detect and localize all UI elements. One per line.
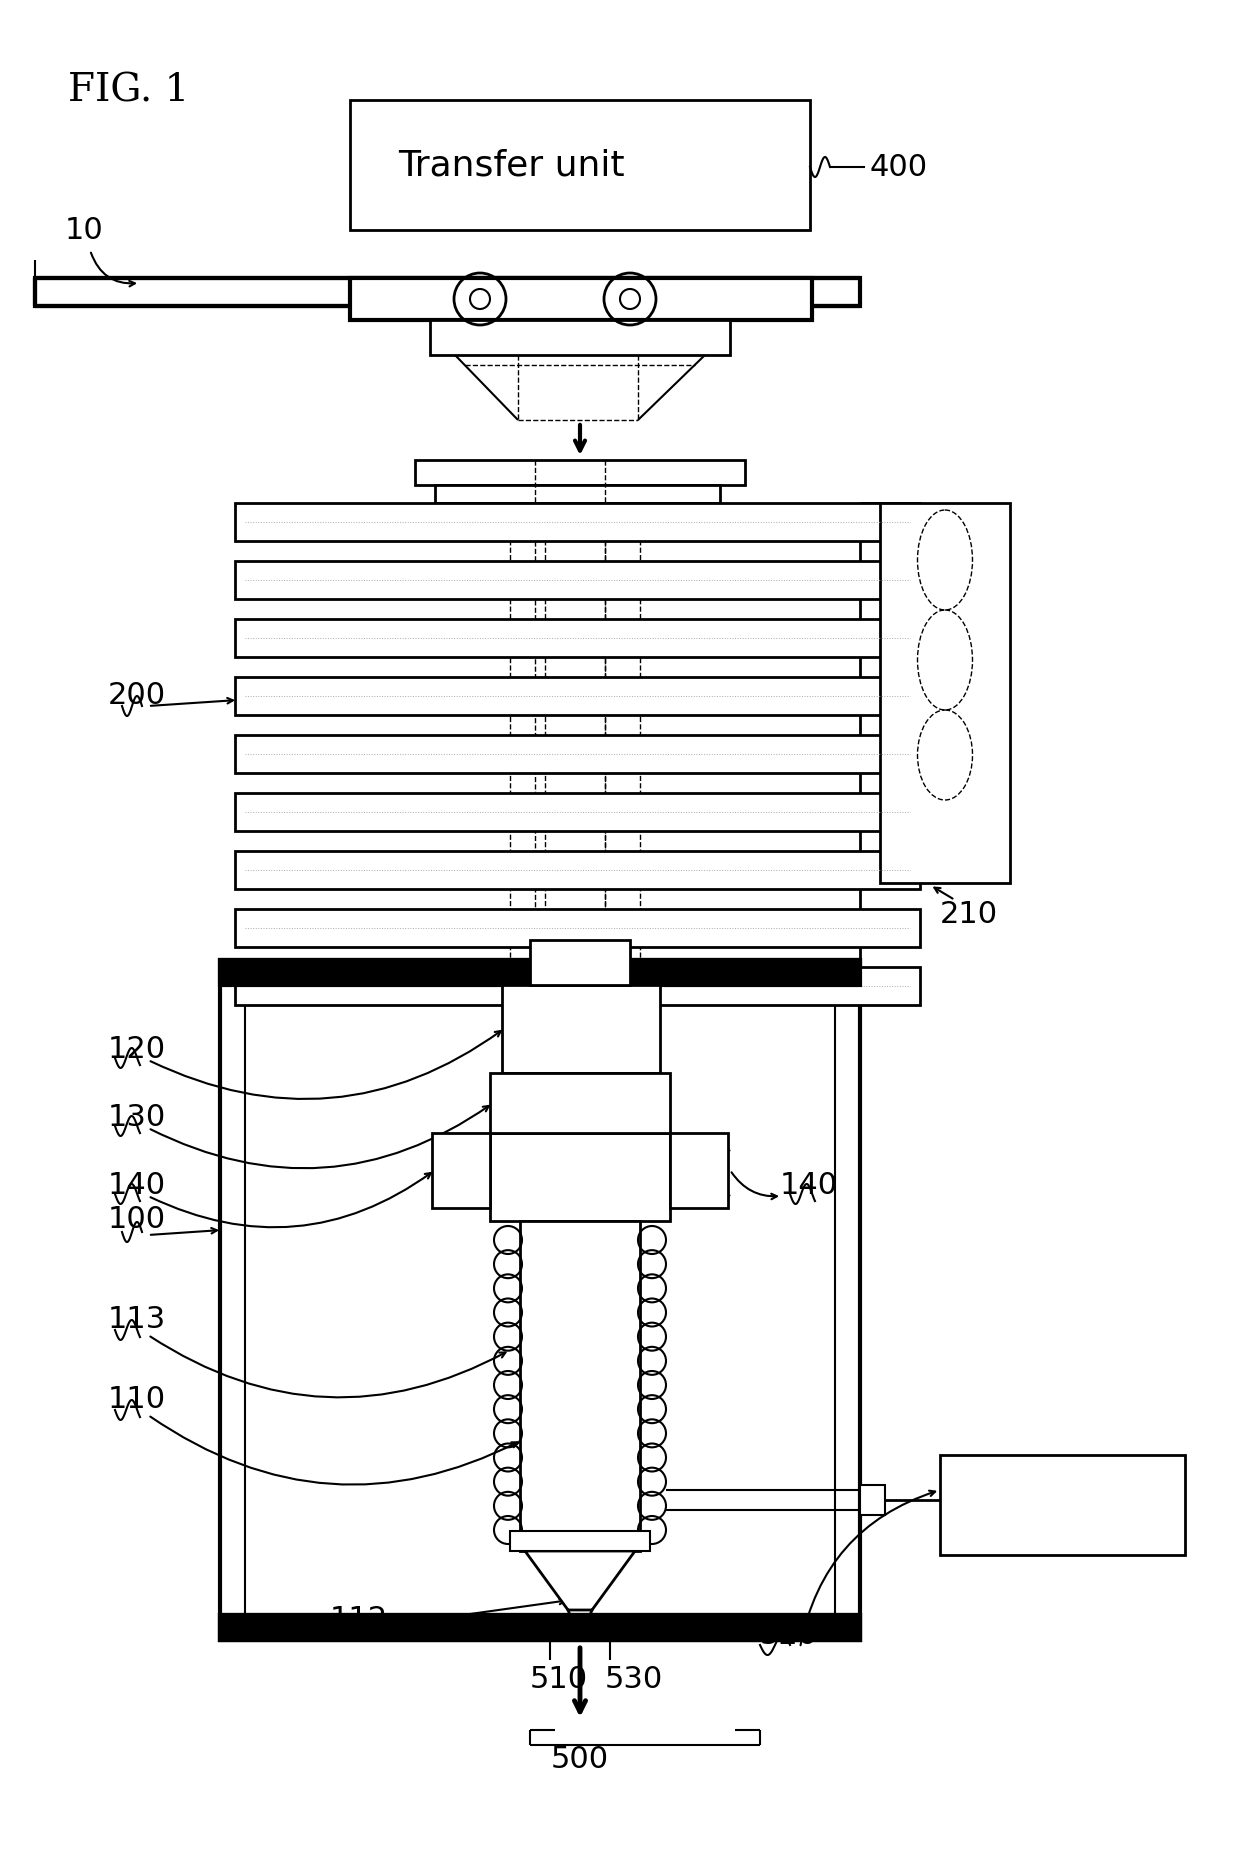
Bar (490, 1073, 670, 1133)
Bar (502, 984, 660, 1073)
Text: Transfer unit: Transfer unit (398, 148, 624, 182)
Text: 120: 120 (108, 1036, 166, 1064)
Bar (236, 794, 920, 831)
Bar (219, 1615, 861, 1641)
Text: 110: 110 (108, 1385, 166, 1415)
Text: 530: 530 (605, 1665, 663, 1695)
Bar (940, 1455, 1185, 1556)
Text: 113: 113 (108, 1305, 166, 1335)
Text: 130: 130 (108, 1103, 166, 1133)
Bar (35, 278, 861, 306)
Bar (219, 1615, 861, 1641)
Text: 200: 200 (108, 680, 166, 710)
Bar (236, 562, 920, 599)
Bar (490, 1133, 670, 1222)
Bar (861, 1485, 885, 1515)
Text: FIG. 1: FIG. 1 (68, 72, 190, 109)
Bar (430, 321, 730, 354)
Text: 520: 520 (760, 1620, 818, 1650)
Bar (880, 502, 1011, 883)
Bar (219, 960, 861, 984)
Polygon shape (525, 1552, 635, 1609)
Bar (415, 460, 745, 486)
Bar (350, 100, 810, 230)
Bar (236, 677, 920, 716)
Bar (510, 1531, 650, 1552)
Bar (236, 908, 920, 947)
Bar (236, 968, 920, 1005)
Text: 112: 112 (330, 1606, 388, 1635)
Text: 140: 140 (108, 1172, 166, 1201)
Text: 140: 140 (780, 1172, 838, 1201)
Text: 100: 100 (108, 1205, 166, 1235)
Bar (236, 619, 920, 656)
Bar (219, 960, 861, 1641)
Bar (432, 1133, 490, 1209)
Bar (350, 278, 812, 321)
Text: 510: 510 (529, 1665, 588, 1695)
Bar (529, 940, 630, 984)
Bar (236, 502, 920, 541)
Text: RF radiation
module: RF radiation module (978, 1474, 1147, 1535)
Bar (236, 734, 920, 773)
Bar (520, 1222, 640, 1552)
Text: 500: 500 (551, 1745, 609, 1774)
Text: 210: 210 (940, 899, 998, 929)
Bar (435, 486, 720, 502)
Text: 10: 10 (64, 215, 104, 245)
Text: 400: 400 (870, 152, 928, 182)
Bar (236, 851, 920, 890)
Bar (670, 1133, 728, 1209)
